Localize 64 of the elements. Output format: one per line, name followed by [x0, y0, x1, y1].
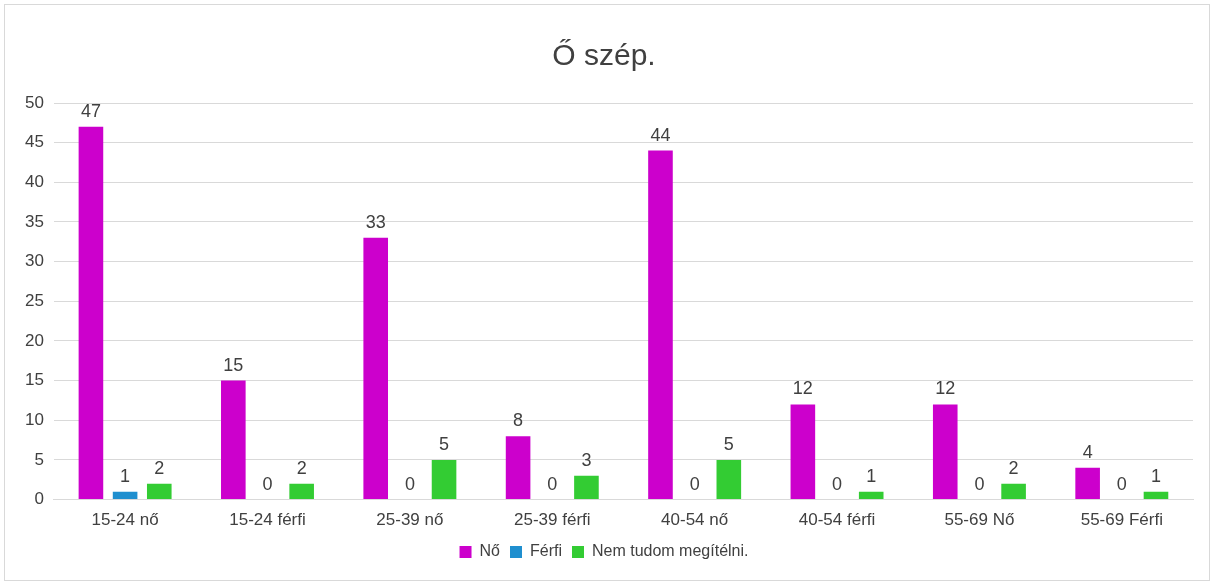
data-label: 0	[832, 473, 843, 494]
x-tick-label: 40-54 férfi	[798, 510, 876, 530]
y-tick-label: 10	[24, 409, 44, 429]
data-label: 0	[1116, 473, 1127, 494]
x-tick-label: 25-39 nő	[376, 510, 444, 530]
data-label: 33	[365, 211, 386, 232]
y-tick-label: 45	[24, 132, 44, 152]
y-tick-label: 0	[34, 489, 44, 509]
bar	[289, 483, 314, 500]
data-label: 2	[154, 457, 165, 478]
y-tick-label: 20	[24, 330, 44, 350]
data-label: 8	[513, 410, 524, 431]
bar	[1001, 483, 1026, 500]
bar	[574, 475, 599, 500]
data-label: 2	[1008, 457, 1019, 478]
data-label: 1	[120, 465, 131, 486]
y-tick-label: 15	[24, 370, 44, 390]
data-label: 4	[1082, 441, 1093, 462]
data-label: 0	[974, 473, 985, 494]
data-label: 0	[262, 473, 273, 494]
data-label: 0	[404, 473, 415, 494]
data-label: 2	[296, 457, 307, 478]
data-label: 1	[1150, 465, 1161, 486]
bar	[932, 404, 958, 500]
legend-label: Nő	[479, 542, 501, 560]
data-label: 5	[439, 433, 450, 454]
x-tick-label: 55-69 Nő	[944, 510, 1015, 530]
y-tick-label: 5	[34, 449, 44, 469]
data-label: 44	[650, 124, 671, 145]
x-tick-label: 25-39 férfi	[513, 510, 591, 530]
bar	[648, 150, 673, 500]
chart-title: Ő szép.	[552, 38, 656, 72]
bar	[431, 459, 457, 500]
data-label: 0	[689, 473, 700, 494]
data-label: 5	[723, 433, 734, 454]
data-label: 3	[581, 449, 592, 470]
bar	[1075, 467, 1100, 500]
data-label: 12	[792, 378, 813, 399]
data-label: 15	[223, 354, 244, 375]
bar	[858, 491, 884, 500]
bar	[221, 380, 246, 500]
bar	[112, 491, 138, 500]
x-tick-label: 55-69 Férfi	[1080, 510, 1163, 530]
y-tick-label: 50	[24, 92, 44, 112]
y-tick-label: 25	[24, 290, 44, 310]
bar	[716, 459, 742, 500]
y-tick-label: 35	[24, 211, 44, 231]
bar	[363, 237, 389, 500]
data-label: 12	[935, 378, 956, 399]
data-label: 0	[547, 473, 558, 494]
x-tick-label: 15-24 nő	[91, 510, 159, 530]
bar	[1143, 491, 1169, 500]
legend-label: Férfi	[529, 542, 562, 560]
bar	[146, 483, 172, 500]
legend-label: Nem tudom megítélni.	[591, 542, 749, 560]
bar	[790, 404, 816, 500]
bar	[505, 436, 531, 500]
y-tick-label: 40	[24, 172, 44, 192]
x-tick-label: 15-24 férfi	[229, 510, 306, 530]
bar	[78, 126, 104, 500]
y-tick-label: 30	[24, 251, 44, 271]
data-label: 47	[80, 100, 101, 121]
data-label: 1	[866, 465, 877, 486]
x-tick-label: 40-54 nő	[661, 510, 729, 530]
